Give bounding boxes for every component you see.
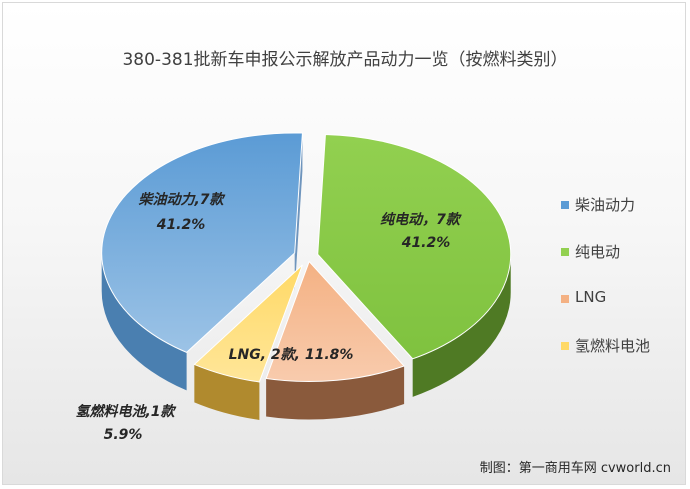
legend-label: LNG <box>575 288 607 306</box>
data-label-氢燃料电池: 氢燃料电池,1款 <box>75 403 176 420</box>
legend-item: LNG <box>551 287 690 312</box>
source-credit: 制图：第一商用车网 cvworld.cn <box>479 461 671 476</box>
legend-label: 纯电动 <box>575 243 621 261</box>
legend-item: 柴油动力 <box>551 193 690 218</box>
chart-title: 380-381批新车申报公示解放产品动力一览（按燃料类别） <box>122 50 568 70</box>
pie-slice-side-纯电动 <box>412 254 511 397</box>
pie-slice-LNG <box>265 260 405 383</box>
pie-slice-氢燃料电池 <box>193 264 303 383</box>
legend-swatch <box>561 342 569 350</box>
legend-label: 柴油动力 <box>575 196 636 214</box>
data-label-percent-氢燃料电池: 5.9% <box>104 427 143 443</box>
pie-plot: 柴油动力,7款 41.2% 纯电动，7款 41.2% LNG, 2款, 11.8% 氢燃料… <box>75 132 512 443</box>
legend: 柴油动力纯电动 LNG 氢燃料电池 <box>551 193 690 381</box>
legend-label: 氢燃料电池 <box>575 337 651 355</box>
chart-frame: 380-381批新车申报公示解放产品动力一览（按燃料类别） 柴油动力,7款 41.… <box>2 2 686 485</box>
data-label-LNG: LNG, 2款, 11.8% <box>229 346 354 363</box>
data-label-percent-纯电动: 41.2% <box>401 235 451 251</box>
legend-swatch <box>561 248 569 256</box>
pie-slice-side-氢燃料电池 <box>194 364 260 420</box>
legend-item: 纯电动 <box>551 240 690 265</box>
data-label-纯电动: 纯电动，7款 <box>380 211 462 228</box>
data-label-percent-柴油动力: 41.2% <box>156 217 206 233</box>
pie-slice-纯电动 <box>317 133 512 360</box>
legend-item: 氢燃料电池 <box>551 334 690 359</box>
legend-swatch <box>561 201 569 209</box>
pie-slice-side-柴油动力 <box>101 252 187 391</box>
pie-slice-柴油动力 <box>101 132 303 353</box>
data-label-柴油动力: 柴油动力,7款 <box>138 191 225 208</box>
legend-swatch <box>561 295 569 303</box>
pie-slice-face-柴油动力 <box>294 133 303 291</box>
pie-slice-side-LNG <box>266 366 405 420</box>
